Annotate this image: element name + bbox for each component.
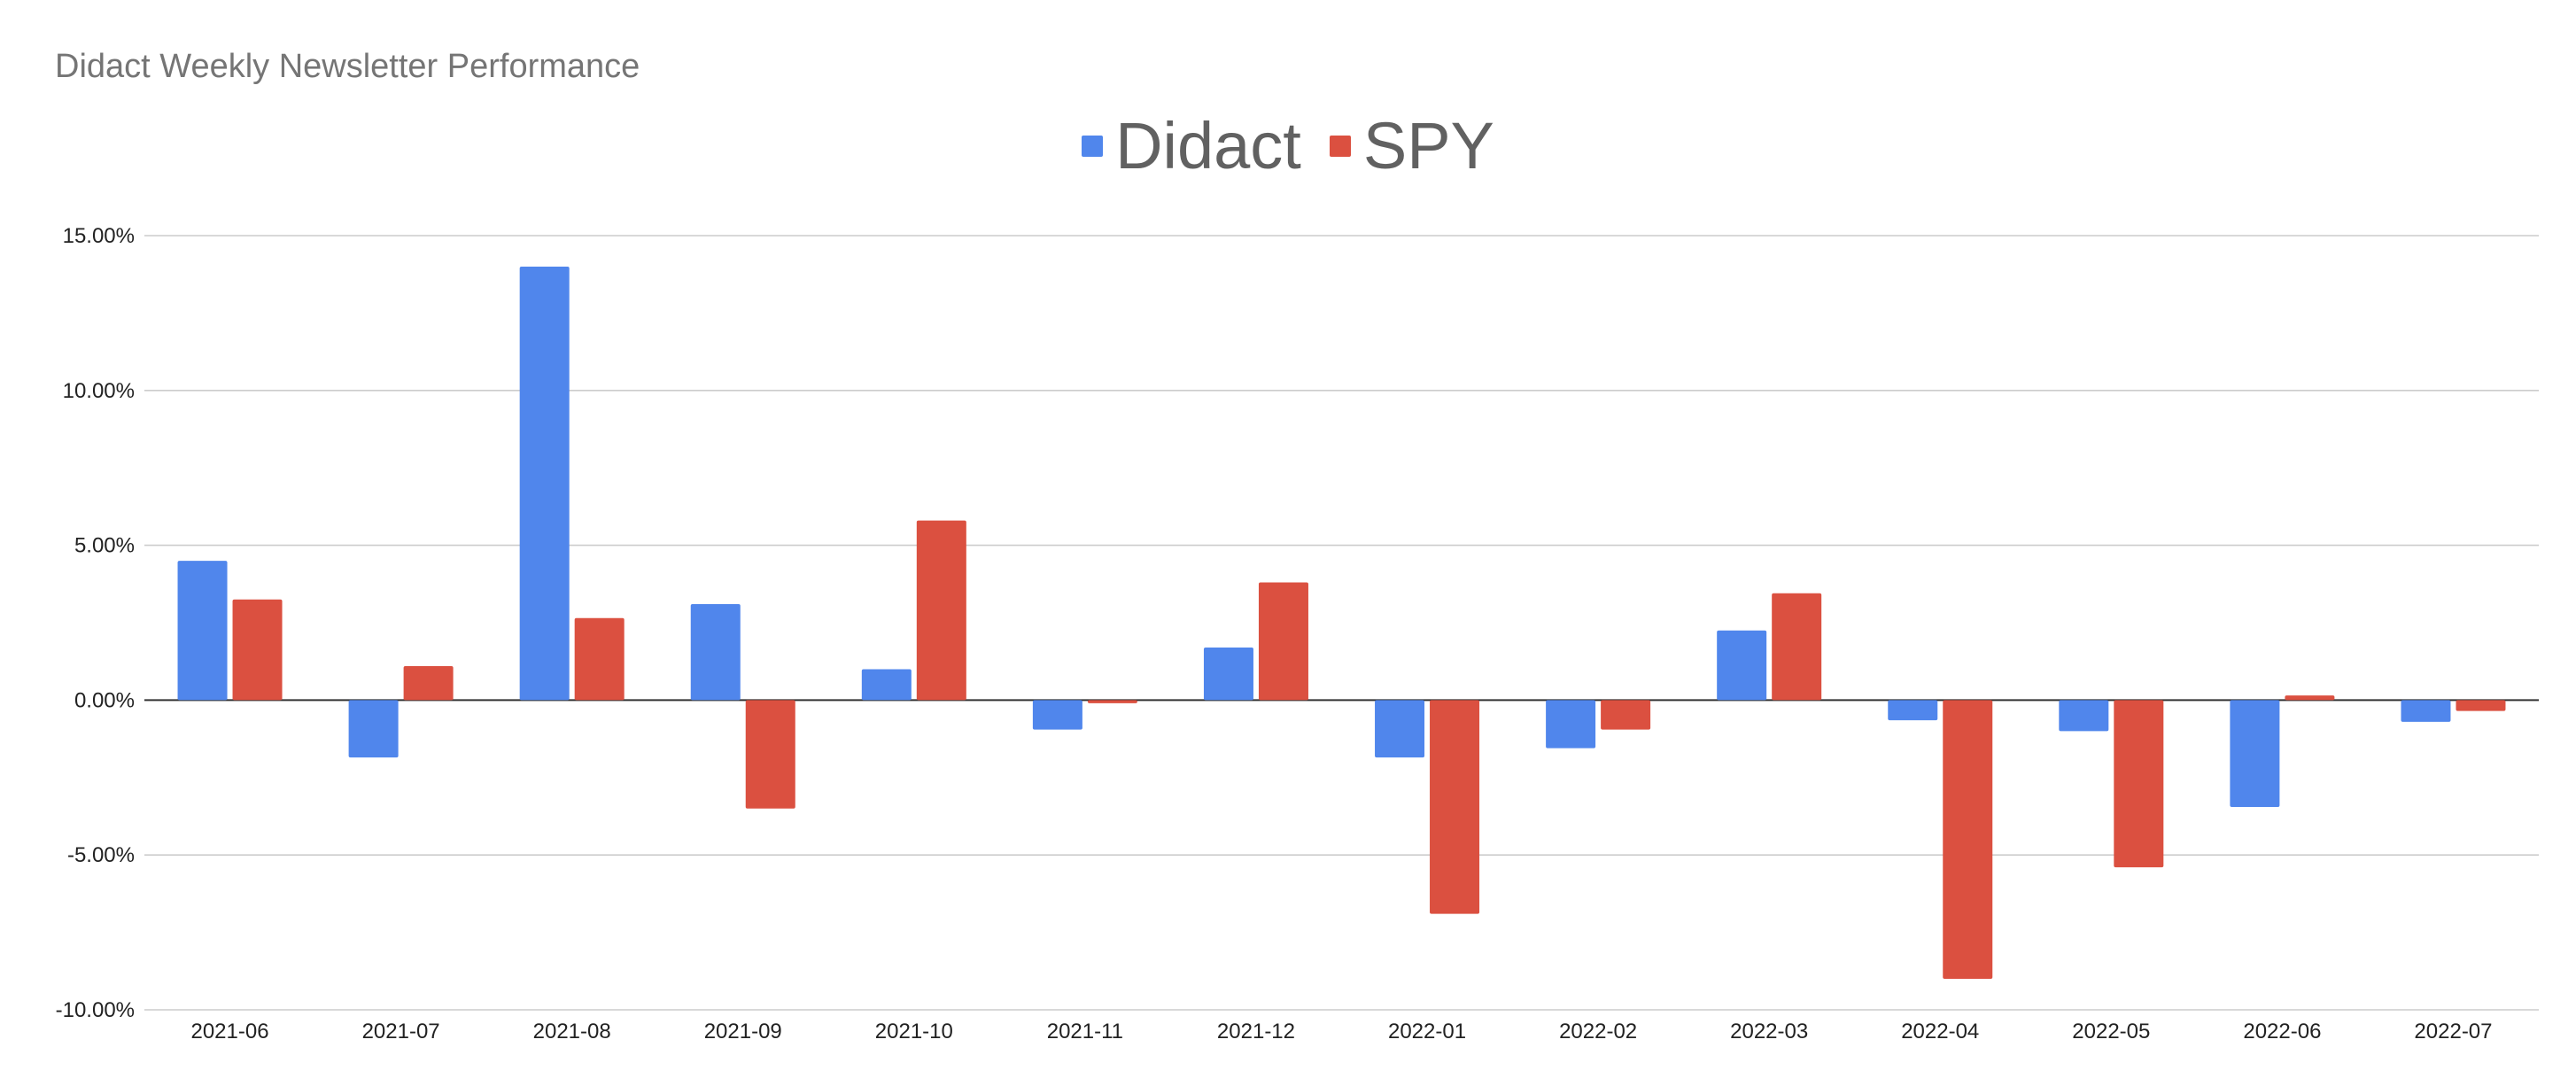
legend-item-didact: Didact [1082, 113, 1301, 179]
bar-spy-2021-12 [1258, 582, 1308, 701]
bar-spy-2022-04 [1943, 700, 1993, 980]
x-tick-label: 2021-08 [533, 1020, 611, 1043]
bar-didact-2022-01 [1375, 700, 1425, 758]
bar-spy-2021-06 [232, 599, 283, 701]
legend-label-spy: SPY [1362, 109, 1494, 182]
x-tick-label: 2021-07 [362, 1020, 440, 1043]
bar-spy-2022-06 [2285, 695, 2335, 701]
legend-item-spy: SPY [1329, 109, 1494, 182]
bar-spy-2021-08 [574, 617, 625, 701]
bar-spy-2021-09 [745, 700, 795, 809]
x-tick-label: 2022-03 [1730, 1020, 1808, 1043]
legend-swatch-didact [1082, 136, 1104, 157]
bar-spy-2022-07 [2456, 700, 2506, 711]
y-tick-label: 0.00% [74, 688, 135, 712]
legend-swatch-spy [1329, 136, 1351, 157]
bar-didact-2021-07 [348, 700, 399, 758]
x-tick-label: 2022-06 [2243, 1020, 2321, 1043]
bar-didact-2021-09 [690, 604, 741, 701]
bar-spy-2022-02 [1601, 700, 1651, 730]
bar-didact-2021-10 [861, 669, 912, 701]
y-tick-label: -10.00% [56, 998, 135, 1022]
legend-label-didact: Didact [1115, 109, 1301, 182]
x-tick-label: 2021-12 [1217, 1020, 1295, 1043]
legend: Didact SPY [0, 113, 2576, 179]
bar-spy-2022-05 [2114, 700, 2164, 868]
bar-didact-2022-05 [2059, 700, 2109, 732]
bar-didact-2022-02 [1546, 700, 1596, 749]
y-tick-label: 10.00% [63, 379, 135, 403]
x-tick-label: 2022-01 [1388, 1020, 1466, 1043]
x-tick-label: 2022-02 [1559, 1020, 1637, 1043]
bar-spy-2021-11 [1087, 700, 1137, 703]
bar-didact-2022-07 [2401, 700, 2451, 722]
x-tick-label: 2021-06 [190, 1020, 268, 1043]
bar-spy-2021-07 [403, 665, 454, 701]
bar-didact-2022-06 [2230, 700, 2280, 808]
x-tick-label: 2022-04 [1901, 1020, 1979, 1043]
x-tick-label: 2021-11 [1047, 1020, 1123, 1043]
x-tick-label: 2021-09 [704, 1020, 782, 1043]
bar-spy-2022-03 [1772, 593, 1822, 701]
bar-didact-2021-06 [177, 561, 228, 701]
bar-didact-2022-03 [1717, 630, 1767, 701]
bar-didact-2021-08 [519, 266, 570, 701]
bar-spy-2022-01 [1430, 700, 1480, 914]
y-tick-label: 5.00% [74, 534, 135, 558]
x-tick-label: 2021-10 [875, 1020, 953, 1043]
x-tick-label: 2022-07 [2414, 1020, 2492, 1043]
chart-title: Didact Weekly Newsletter Performance [55, 48, 640, 85]
y-tick-label: -5.00% [67, 843, 135, 867]
bar-didact-2021-12 [1203, 647, 1253, 701]
y-tick-label: 15.00% [63, 224, 135, 248]
bar-spy-2021-10 [916, 520, 966, 701]
bar-didact-2022-04 [1888, 700, 1938, 721]
x-tick-label: 2022-05 [2072, 1020, 2150, 1043]
bar-didact-2021-11 [1032, 700, 1082, 730]
